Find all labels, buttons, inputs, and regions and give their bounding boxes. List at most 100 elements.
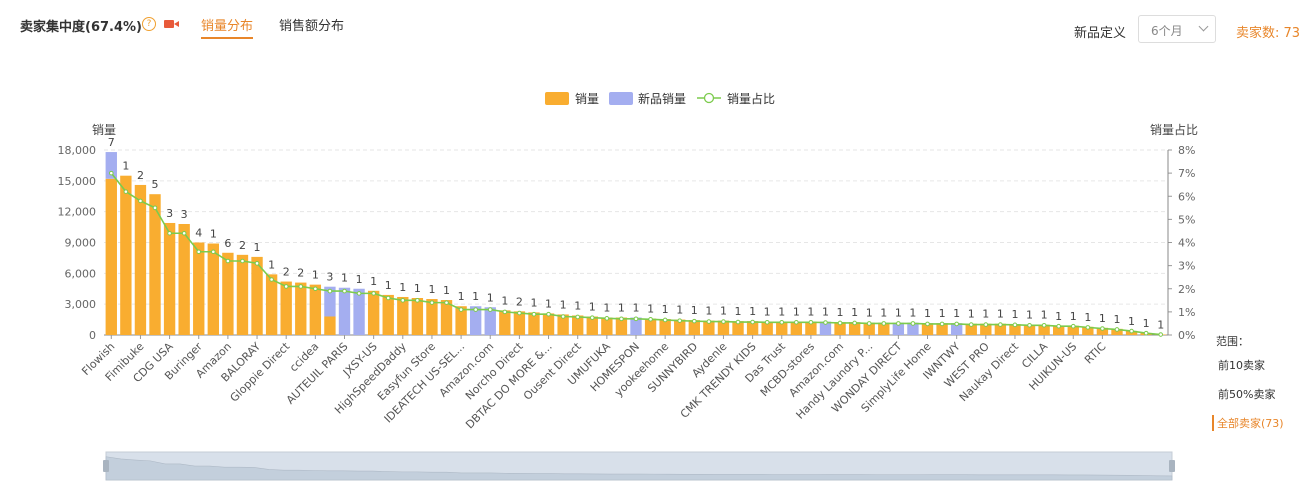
share-point[interactable] <box>794 319 799 325</box>
share-point[interactable] <box>1070 323 1076 329</box>
bar-sales[interactable] <box>980 323 992 335</box>
bar-new-sales[interactable] <box>892 322 905 335</box>
share-point[interactable] <box>240 258 245 264</box>
share-point[interactable] <box>502 309 508 315</box>
bar-sales[interactable] <box>644 318 657 335</box>
bar-sales[interactable] <box>848 322 861 335</box>
share-point[interactable] <box>225 258 231 264</box>
bar-sales[interactable] <box>790 321 803 335</box>
bar-sales[interactable] <box>397 296 409 335</box>
share-point[interactable] <box>692 318 697 324</box>
bar-sales[interactable] <box>499 310 511 335</box>
bar-sales[interactable] <box>382 294 394 335</box>
bar-new-sales[interactable] <box>630 317 642 335</box>
share-point[interactable] <box>415 298 420 303</box>
share-point[interactable] <box>866 321 872 326</box>
bar-sales[interactable] <box>703 320 715 335</box>
bar-sales[interactable] <box>1096 327 1109 335</box>
share-point[interactable] <box>313 286 318 292</box>
share-point[interactable] <box>196 249 202 255</box>
bar-sales[interactable] <box>936 323 948 335</box>
bar-sales[interactable] <box>834 322 846 335</box>
bar-new-sales[interactable] <box>338 287 351 335</box>
share-point[interactable] <box>939 321 945 327</box>
share-point[interactable] <box>823 320 828 325</box>
bar-sales[interactable] <box>1082 326 1094 335</box>
bar-sales[interactable] <box>572 315 584 335</box>
share-point[interactable] <box>896 321 901 326</box>
share-point[interactable] <box>356 291 362 296</box>
bar-sales[interactable] <box>1053 325 1065 335</box>
bar-sales[interactable] <box>659 319 671 335</box>
share-point[interactable] <box>1158 332 1164 337</box>
share-point[interactable] <box>604 316 610 321</box>
bar-sales[interactable] <box>965 323 977 335</box>
share-point[interactable] <box>706 319 712 324</box>
share-point[interactable] <box>517 310 522 316</box>
share-point[interactable] <box>881 321 887 326</box>
bar-sales[interactable] <box>251 256 263 335</box>
bar-sales[interactable] <box>1023 324 1036 335</box>
share-point[interactable] <box>167 230 172 236</box>
share-point[interactable] <box>998 322 1003 327</box>
share-point[interactable] <box>648 316 653 322</box>
share-point[interactable] <box>954 321 959 327</box>
bar-sales[interactable] <box>586 316 598 336</box>
bar-sales[interactable] <box>236 254 249 335</box>
bar-sales[interactable] <box>207 243 219 335</box>
bar-new-sales[interactable] <box>950 323 963 335</box>
bar-new-sales[interactable] <box>324 286 336 317</box>
share-point[interactable] <box>444 300 449 305</box>
legend-sales-swatch[interactable] <box>545 92 569 105</box>
share-point[interactable] <box>968 322 974 327</box>
share-point[interactable] <box>1012 322 1018 328</box>
bar-sales[interactable] <box>994 323 1007 335</box>
help-icon[interactable]: ? <box>142 17 156 31</box>
bar-sales[interactable] <box>295 282 307 335</box>
share-point[interactable] <box>633 316 639 322</box>
bar-sales[interactable] <box>163 222 176 335</box>
range-top10[interactable]: 前10卖家 <box>1218 359 1265 372</box>
bar-sales[interactable] <box>615 317 628 335</box>
bar-sales[interactable] <box>309 284 322 335</box>
bar-sales[interactable] <box>746 321 759 335</box>
bar-sales[interactable] <box>426 299 438 335</box>
tab-revenue-distribution[interactable]: 销售额分布 <box>279 19 345 34</box>
share-point[interactable] <box>1041 322 1047 328</box>
bar-sales[interactable] <box>601 317 613 335</box>
share-point[interactable] <box>181 230 187 236</box>
new-product-select[interactable]: 6个月 <box>1138 15 1216 43</box>
bar-sales[interactable] <box>761 321 773 335</box>
share-point[interactable] <box>779 319 785 325</box>
bar-sales[interactable] <box>222 252 234 335</box>
share-point[interactable] <box>327 288 333 294</box>
share-point[interactable] <box>910 321 916 326</box>
bar-new-sales[interactable] <box>484 307 496 335</box>
share-point[interactable] <box>531 311 537 317</box>
share-point[interactable] <box>254 261 260 266</box>
drag-handle-icon[interactable] <box>103 460 109 472</box>
share-point[interactable] <box>925 321 930 327</box>
bar-sales[interactable] <box>455 306 467 335</box>
share-point[interactable] <box>764 319 770 325</box>
bar-sales[interactable] <box>921 323 934 335</box>
share-point[interactable] <box>123 189 129 194</box>
share-point[interactable] <box>808 319 814 325</box>
share-point[interactable] <box>983 322 989 327</box>
bar-sales[interactable] <box>1038 324 1050 335</box>
bar-sales[interactable] <box>717 320 730 335</box>
share-point[interactable] <box>211 249 216 255</box>
bar-sales[interactable] <box>1067 325 1079 335</box>
share-point[interactable] <box>750 319 755 325</box>
bar-sales[interactable] <box>513 311 526 335</box>
share-point[interactable] <box>1114 327 1120 332</box>
bar-sales[interactable] <box>411 298 424 335</box>
share-point[interactable] <box>1085 325 1091 330</box>
share-point[interactable] <box>721 319 726 324</box>
share-point[interactable] <box>852 320 857 326</box>
share-point[interactable] <box>619 316 624 322</box>
bar-sales[interactable] <box>1111 328 1123 335</box>
range-all[interactable]: 全部卖家(73) <box>1212 415 1284 431</box>
share-point[interactable] <box>458 307 464 312</box>
bar-sales[interactable] <box>367 290 380 335</box>
